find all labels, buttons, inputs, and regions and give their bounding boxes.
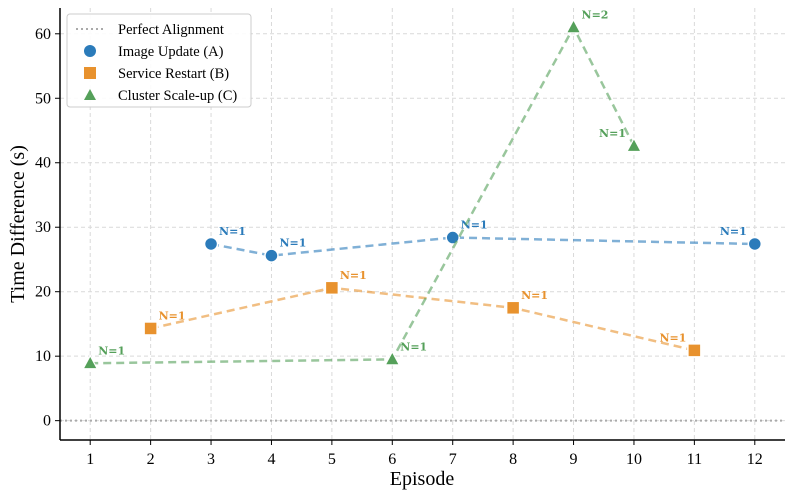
data-label: N=1 — [98, 344, 125, 357]
x-tick-label: 7 — [449, 451, 457, 468]
x-axis-title: Episode — [390, 468, 455, 490]
data-label: N=1 — [659, 331, 686, 344]
data-label: N=1 — [219, 225, 246, 238]
data-point — [687, 343, 702, 358]
data-point — [505, 300, 521, 316]
y-axis-title: Time Difference (s) — [7, 145, 29, 303]
x-tick-label: 11 — [687, 451, 702, 468]
series-group: N=1 N=1 N=1 N=1 N=1 N=1 N=1 N=1 N=1 N=1 N=2 N=1 — [82, 8, 763, 370]
data-label: N=1 — [400, 340, 427, 353]
data-point — [324, 280, 340, 296]
x-tick-label: 4 — [267, 451, 275, 468]
series-line — [150, 286, 695, 352]
x-tick-label: 5 — [328, 451, 336, 468]
legend-label-series-a: Image Update (A) — [118, 44, 224, 60]
grid — [60, 8, 785, 440]
x-tick-label: 1 — [86, 451, 94, 468]
x-tick-label: 8 — [509, 451, 517, 468]
legend-label-reference: Perfect Alignment — [118, 22, 224, 38]
axes — [59, 8, 785, 441]
data-label: N=1 — [340, 269, 367, 282]
x-tick-label: 9 — [570, 451, 578, 468]
data-point — [384, 350, 401, 366]
x-tick-label: 3 — [207, 451, 215, 468]
series-line — [90, 24, 636, 365]
data-point — [82, 354, 99, 370]
y-tick-label: 40 — [35, 155, 51, 172]
data-point — [264, 248, 279, 263]
y-tick-label: 10 — [35, 348, 51, 365]
data-point — [625, 137, 642, 153]
x-tick-label: 10 — [626, 451, 642, 468]
legend-swatch-series-a — [84, 45, 96, 57]
x-tick-label: 2 — [147, 451, 155, 468]
legend-swatch-series-b — [84, 67, 96, 79]
x-tick-label: 12 — [747, 451, 763, 468]
series-c: N=1 N=1 N=2 N=1 — [82, 8, 642, 370]
x-tick-label: 6 — [388, 451, 396, 468]
data-label: N=1 — [279, 237, 306, 250]
y-tick-label: 60 — [35, 26, 51, 43]
series-b: N=1 N=1 N=1 N=1 — [143, 269, 702, 358]
data-point — [203, 236, 219, 252]
legend-label-series-b: Service Restart (B) — [118, 66, 229, 82]
legend-label-series-c: Cluster Scale-up (C) — [118, 88, 237, 104]
data-label: N=1 — [521, 289, 548, 302]
data-label: N=1 — [720, 225, 747, 238]
series-a: N=1 N=1 N=1 N=1 — [203, 219, 763, 263]
y-tick-label: 50 — [35, 90, 51, 107]
y-tick-label: 20 — [35, 284, 51, 301]
data-point — [143, 321, 158, 336]
data-point — [747, 236, 763, 252]
data-point — [565, 18, 582, 34]
legend-frame — [66, 13, 252, 108]
legend-swatch-series-c — [84, 89, 96, 100]
data-label: N=1 — [461, 219, 488, 232]
y-tick-label: 30 — [35, 219, 51, 236]
data-label: N=1 — [599, 127, 626, 140]
legend: Perfect Alignment Image Update (A) Servi… — [66, 13, 252, 108]
series-line — [210, 236, 755, 257]
data-label: N=2 — [582, 8, 609, 21]
data-label: N=1 — [159, 309, 186, 322]
y-tick-label: 0 — [43, 413, 51, 430]
